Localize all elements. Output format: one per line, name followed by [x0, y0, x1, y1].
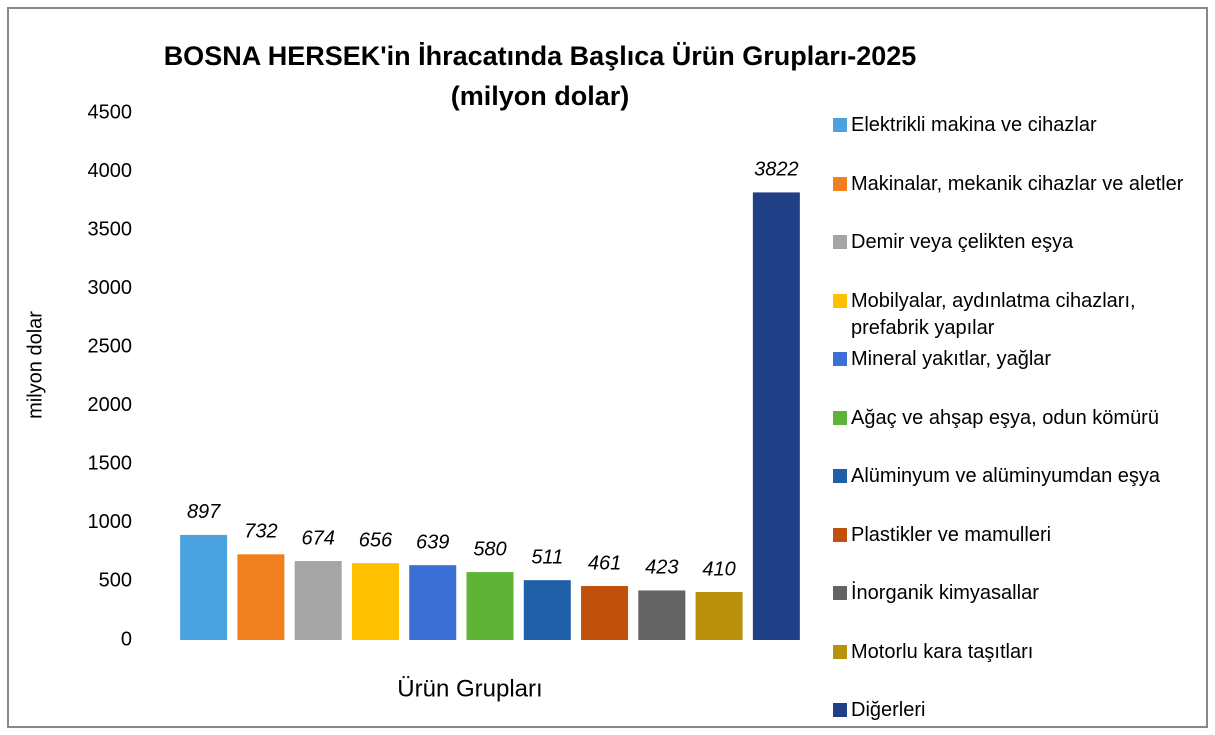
value-label: 410 [702, 558, 735, 580]
legend-swatch [833, 176, 847, 191]
legend-swatch [833, 703, 847, 717]
legend-item: Plastikler ve mamulleri [833, 522, 1203, 549]
legend-swatch [833, 293, 847, 308]
legend-item: Demir veya çelikten eşya [833, 229, 1203, 256]
chart-subtitle: (milyon dolar) [451, 81, 630, 111]
value-label: 732 [244, 521, 277, 543]
y-tick-label: 500 [99, 570, 132, 592]
legend-item: Mineral yakıtlar, yağlar [833, 346, 1203, 373]
bar [638, 590, 686, 640]
value-label: 656 [359, 529, 393, 551]
value-label: 674 [301, 527, 334, 549]
legend-label: Plastikler ve mamulleri [851, 523, 1052, 546]
legend-label: Diğerleri [851, 699, 926, 721]
legend-label: Ağaç ve ahşap eşya, odun kömürü [851, 406, 1159, 429]
y-tick-label: 3500 [88, 218, 133, 240]
value-label: 639 [416, 531, 449, 553]
legend-item: Diğerleri [833, 697, 1203, 724]
value-label: 423 [645, 557, 678, 579]
legend-item: Ağaç ve ahşap eşya, odun kömürü [833, 405, 1203, 432]
value-label: 3822 [754, 159, 799, 181]
legend-swatch [833, 469, 847, 483]
x-axis-label: Ürün Grupları [397, 675, 542, 702]
legend-label: İnorganik kimyasallar [851, 582, 1039, 604]
legend-item: İnorganik kimyasallar [833, 580, 1203, 607]
legend-label: Motorlu kara taşıtları [851, 640, 1034, 663]
legend-item: Makinalar, mekanik cihazlar ve aletler [833, 171, 1203, 198]
y-axis-label: milyon dolar [24, 311, 46, 419]
bar [523, 580, 571, 640]
y-tick-label: 2500 [88, 336, 133, 358]
legend-label: Mobilyalar, aydınlatma cihazları, prefab… [851, 289, 1136, 339]
legend-item: Alüminyum ve alüminyumdan eşya [833, 463, 1203, 490]
legend-swatch [833, 527, 847, 542]
legend-label: Makinalar, mekanik cihazlar ve aletler [851, 172, 1184, 195]
value-label: 461 [588, 552, 621, 574]
legend-swatch [833, 644, 847, 659]
legend-swatch [833, 118, 847, 132]
legend-label: Alüminyum ve alüminyumdan eşya [851, 465, 1161, 487]
legend-label: Mineral yakıtlar, yağlar [851, 348, 1052, 370]
y-tick-label: 0 [121, 628, 132, 650]
bar [409, 565, 457, 640]
bar [351, 563, 399, 640]
bar [695, 591, 743, 640]
y-tick-label: 2000 [88, 394, 133, 416]
bar [294, 561, 342, 640]
chart-title: BOSNA HERSEK'in İhracatında Başlıca Ürün… [164, 41, 917, 71]
value-label: 897 [187, 501, 221, 523]
y-tick-label: 4000 [88, 160, 133, 182]
legend-item: Elektrikli makina ve cihazlar [833, 112, 1203, 139]
y-tick-label: 1500 [88, 453, 133, 475]
legend-swatch [833, 352, 847, 366]
legend-label: Elektrikli makina ve cihazlar [851, 114, 1097, 136]
bar [581, 586, 629, 640]
value-label: 511 [531, 546, 563, 568]
legend-swatch [833, 235, 847, 249]
bar [237, 554, 285, 640]
y-tick-label: 1000 [88, 511, 133, 533]
bar [180, 534, 228, 640]
y-tick-label: 3000 [88, 277, 133, 299]
legend-item: Mobilyalar, aydınlatma cihazları, prefab… [833, 288, 1203, 342]
legend-swatch [833, 410, 847, 425]
bar [752, 192, 800, 640]
legend-item: Motorlu kara taşıtları [833, 639, 1203, 666]
legend-swatch [833, 586, 847, 600]
value-label: 580 [473, 538, 506, 560]
bar [466, 572, 514, 640]
y-tick-label: 4500 [88, 101, 133, 123]
legend-label: Demir veya çelikten eşya [851, 231, 1074, 253]
